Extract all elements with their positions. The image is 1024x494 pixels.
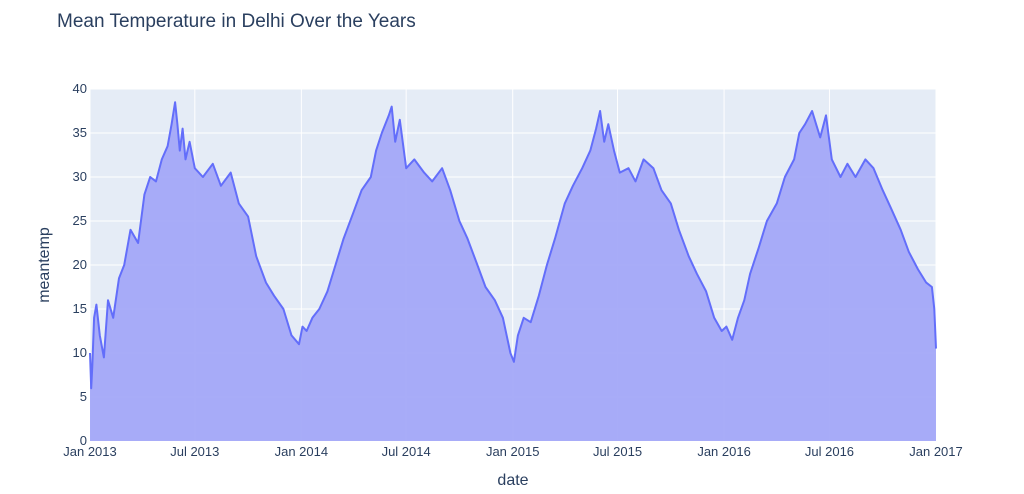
x-tick-label: Jan 2016: [697, 444, 751, 459]
y-tick-label: 35: [73, 125, 87, 140]
chart-title: Mean Temperature in Delhi Over the Years: [57, 11, 416, 32]
y-tick-label: 10: [73, 345, 87, 360]
y-tick-label: 15: [73, 301, 87, 316]
y-tick-label: 20: [73, 257, 87, 272]
y-tick-label: 0: [80, 433, 87, 448]
series-area: [90, 102, 936, 441]
x-tick-label: Jul 2013: [170, 444, 219, 459]
x-tick-label: Jan 2015: [486, 444, 540, 459]
y-tick-labels: 0 5 10 15 20 25 30 35 40: [73, 81, 87, 448]
y-tick-label: 25: [73, 213, 87, 228]
series-line: [89, 101, 937, 390]
x-tick-label: Jan 2014: [275, 444, 329, 459]
y-tick-label: 30: [73, 169, 87, 184]
y-tick-label: 5: [80, 389, 87, 404]
x-tick-labels: Jan 2013 Jul 2013 Jan 2014 Jul 2014 Jan 2015…: [63, 444, 963, 459]
x-tick-label: Jan 2017: [909, 444, 963, 459]
x-axis-title: date: [497, 472, 528, 489]
y-tick-label: 40: [73, 81, 87, 96]
y-axis-title: meantemp: [36, 227, 53, 303]
x-tick-label: Jul 2015: [593, 444, 642, 459]
x-tick-label: Jul 2016: [805, 444, 854, 459]
x-tick-label: Jul 2014: [382, 444, 431, 459]
x-tick-label: Jan 2013: [63, 444, 117, 459]
